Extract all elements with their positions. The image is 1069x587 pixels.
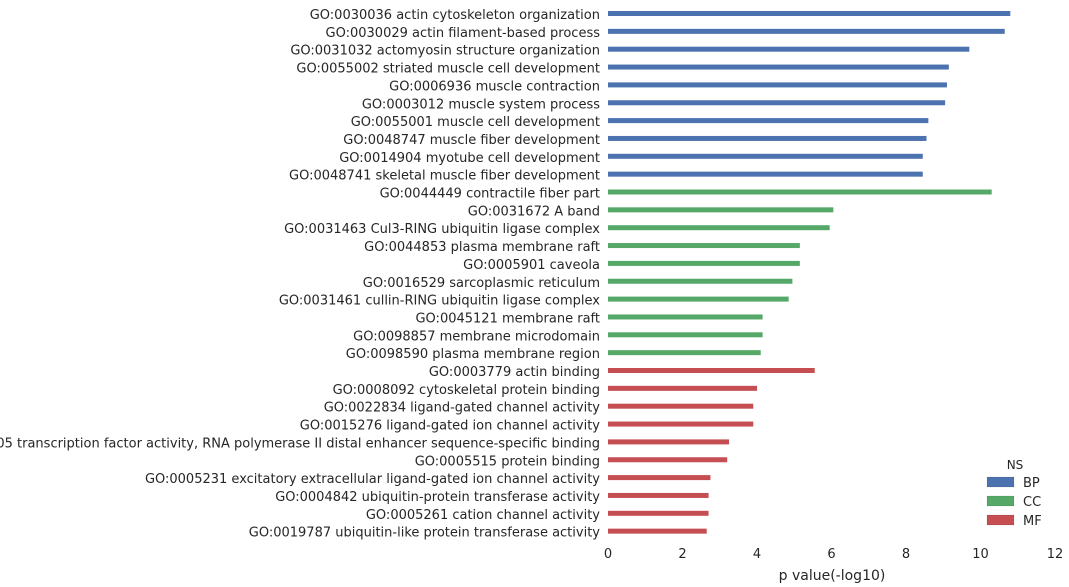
bar-bp [608,11,1011,16]
category-label: GO:0008092 cytoskeletal protein binding [333,383,600,398]
x-tick-label: 6 [827,547,835,562]
category-label: GO:0003705 transcription factor activity… [0,436,600,451]
x-tick-label: 4 [753,547,761,562]
bar-bp [608,64,949,70]
legend-label-cc: CC [1023,495,1041,510]
bar-mf [608,457,728,463]
legend-label-mf: MF [1023,514,1042,529]
bars-group [608,11,1011,534]
bar-bp [608,28,1005,34]
category-labels-group: GO:0030036 actin cytoskeleton organizati… [0,8,600,541]
category-label: GO:0005515 protein binding [415,454,600,469]
legend-swatch-bp [986,476,1015,488]
bar-mf [608,510,709,516]
category-label: GO:0055002 striated muscle cell developm… [296,62,600,77]
category-label: GO:0055001 muscle cell development [351,115,600,130]
x-axis-ticks-group: 0 2 4 6 8 10 12 [604,547,1063,562]
bar-mf [608,368,815,373]
legend-label-bp: BP [1023,476,1040,491]
bar-bp [608,46,970,52]
bar-bp [608,118,929,124]
bar-cc [608,225,830,231]
bar-mf [608,421,754,427]
bar-cc [608,278,793,284]
category-label: GO:0016529 sarcoplasmic reticulum [363,276,600,291]
bar-cc [608,314,763,320]
category-label: GO:0005231 excitatory extracellular liga… [145,472,600,487]
legend-title: NS [1007,458,1024,472]
bar-cc [608,189,992,195]
category-label: GO:0044449 contractile fiber part [380,187,600,202]
category-label: GO:0014904 myotube cell development [339,151,600,166]
bar-mf [608,385,757,391]
bar-mf [608,475,711,481]
bar-bp [608,135,927,141]
legend-swatch-mf [986,514,1015,526]
bar-mf [608,492,709,498]
legend-swatch-cc [986,495,1015,507]
bar-cc [608,332,763,338]
category-label: GO:0015276 ligand-gated ion channel acti… [300,419,601,434]
legend: NS BP CC MF [986,458,1042,529]
bar-bp [608,171,923,177]
category-label: GO:0005261 cation channel activity [366,508,600,523]
bar-mf [608,528,707,534]
category-label: GO:0098590 plasma membrane region [346,347,600,362]
category-label: GO:0031461 cullin-RING ubiquitin ligase … [279,294,600,309]
category-label: GO:0031032 actomyosin structure organiza… [290,44,600,59]
category-label: GO:0003779 actin binding [429,365,600,380]
category-label: GO:0031672 A band [468,204,600,219]
category-label: GO:0005901 caveola [463,258,600,273]
category-label: GO:0030036 actin cytoskeleton organizati… [310,8,600,23]
category-label: GO:0048747 muscle fiber development [343,133,600,148]
bar-bp [608,100,946,106]
bar-cc [608,207,834,213]
category-label: GO:0044853 plasma membrane raft [364,240,600,255]
x-tick-label: 10 [972,547,989,562]
category-label: GO:0022834 ligand-gated channel activity [324,401,601,416]
bar-cc [608,243,800,249]
bar-cc [608,260,800,266]
category-label: GO:0004842 ubiquitin-protein transferase… [275,490,600,505]
category-label: GO:0098857 membrane microdomain [353,329,600,344]
x-tick-label: 0 [604,547,612,562]
bar-cc [608,296,789,302]
bar-mf [608,403,754,409]
category-label: GO:0019787 ubiquitin-like protein transf… [249,526,601,541]
x-tick-label: 8 [902,547,910,562]
x-axis-title: p value(-log10) [779,568,886,584]
category-label: GO:0006936 muscle contraction [389,79,600,94]
category-label: GO:0031463 Cul3-RING ubiquitin ligase co… [284,222,600,237]
bar-bp [608,82,947,88]
bar-mf [608,439,730,445]
category-label: GO:0048741 skeletal muscle fiber develop… [289,169,600,184]
category-label: GO:0003012 muscle system process [362,97,600,112]
bar-cc [608,350,761,356]
x-tick-label: 12 [1047,547,1064,562]
category-label: GO:0030029 actin filament-based process [326,26,601,41]
category-label: GO:0045121 membrane raft [415,311,600,326]
x-tick-label: 2 [678,547,686,562]
bar-bp [608,153,923,159]
